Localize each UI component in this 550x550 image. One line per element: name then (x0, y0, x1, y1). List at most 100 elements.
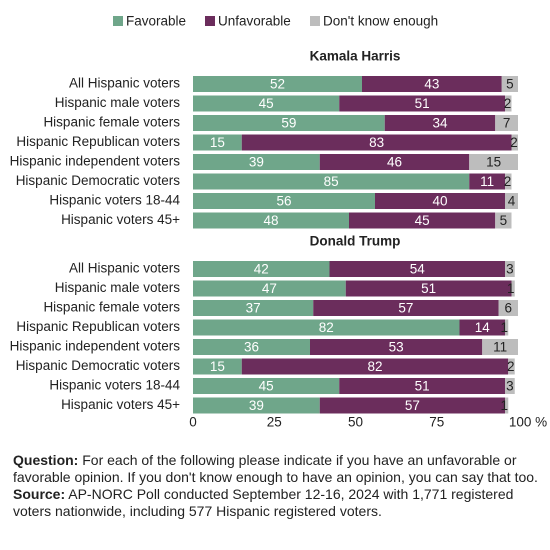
bar-segment (505, 95, 512, 112)
category-label: Hispanic male voters (55, 95, 181, 110)
value-label: 11 (493, 340, 507, 355)
value-label: 6 (504, 301, 512, 316)
bar-segment (339, 95, 505, 112)
category-label: Hispanic independent voters (10, 339, 181, 354)
bar-segment (193, 212, 349, 229)
bar-segment (193, 76, 362, 92)
question-label: Question: (13, 452, 79, 468)
category-label: Hispanic female voters (43, 300, 180, 315)
value-label: 4 (508, 194, 516, 209)
legend-swatch (205, 16, 215, 26)
notes: Question: For each of the following plea… (13, 452, 543, 520)
bar-segment (193, 193, 375, 209)
chart: Favorable Unfavorable Don't know enough Kam… (10, 14, 548, 430)
bar-segment (193, 358, 242, 375)
category-label: Hispanic voters 18-44 (49, 193, 180, 208)
value-label: 1 (500, 398, 508, 413)
value-label: 34 (432, 116, 448, 131)
question: For each of the following please indicat… (13, 452, 538, 485)
value-label: 7 (503, 116, 511, 131)
category-label: All Hispanic voters (69, 76, 180, 91)
value-label: 1 (500, 320, 508, 335)
legend-label: Favorable (126, 14, 186, 29)
legend-label: Unfavorable (218, 14, 291, 29)
x-tick-label: 0 (189, 415, 197, 430)
category-label: Hispanic independent voters (10, 154, 181, 169)
bar-segment (310, 339, 483, 355)
bar-segment (459, 319, 505, 336)
value-label: 57 (405, 398, 420, 413)
source: AP-NORC Poll conducted September 12-16, … (13, 486, 514, 519)
value-label: 5 (506, 77, 514, 92)
bar-segment (469, 173, 505, 190)
value-label: 15 (486, 155, 501, 170)
bar-segment (193, 154, 320, 170)
category-label: Hispanic Democratic voters (16, 358, 181, 373)
value-label: 46 (387, 155, 402, 170)
value-label: 2 (507, 359, 515, 374)
value-label: 1 (507, 281, 515, 296)
bar-segment (505, 261, 515, 277)
value-label: 43 (424, 77, 439, 92)
value-label: 2 (504, 96, 512, 111)
source-label: Source: (13, 486, 66, 502)
value-label: 42 (254, 262, 269, 277)
bar-segment (193, 319, 460, 336)
value-label: 83 (369, 135, 384, 150)
bar-segment (313, 300, 499, 316)
category-label: Hispanic voters 45+ (61, 397, 180, 412)
bar-segment (193, 397, 320, 414)
value-label: 45 (259, 379, 274, 394)
x-tick-label: 75 (429, 415, 444, 430)
bar-segment (349, 212, 496, 229)
legend-label: Don't know enough (323, 14, 438, 29)
value-label: 2 (510, 135, 518, 150)
value-label: 53 (389, 340, 404, 355)
value-label: 48 (263, 213, 278, 228)
bar-segment (505, 193, 518, 209)
bar-segment (505, 397, 509, 414)
x-tick-label: 50 (348, 415, 363, 430)
bar-segment (193, 378, 340, 394)
bar-segment (193, 261, 330, 277)
value-label: 51 (415, 96, 430, 111)
value-label: 15 (210, 359, 225, 374)
bar-segment (329, 261, 505, 277)
value-label: 56 (276, 194, 291, 209)
category-label: Hispanic Democratic voters (16, 173, 181, 188)
value-label: 2 (504, 174, 512, 189)
value-label: 45 (259, 96, 274, 111)
bar-segment (193, 134, 242, 151)
bar-segment (193, 115, 385, 131)
panel-title: Kamala Harris (310, 49, 401, 64)
value-label: 11 (480, 174, 494, 189)
bar-segment (511, 134, 518, 151)
value-label: 47 (262, 281, 277, 296)
value-label: 59 (281, 116, 296, 131)
value-label: 39 (249, 155, 264, 170)
value-label: 14 (475, 320, 491, 335)
value-label: 39 (249, 398, 264, 413)
bar-segment (339, 378, 505, 394)
value-label: 57 (398, 301, 413, 316)
value-label: 45 (415, 213, 430, 228)
bar-segment (319, 397, 505, 414)
x-tick-label: 25 (267, 415, 282, 430)
bar-segment (362, 76, 502, 92)
category-label: Hispanic Republican voters (16, 319, 180, 334)
x-tick-label: 100 % (509, 415, 547, 430)
category-label: Hispanic female voters (43, 115, 180, 130)
category-label: Hispanic voters 18-44 (49, 378, 180, 393)
bar-segment (193, 95, 340, 112)
value-label: 5 (500, 213, 508, 228)
value-label: 51 (421, 281, 436, 296)
bar-segment (505, 319, 509, 336)
value-label: 82 (367, 359, 382, 374)
panel-title: Donald Trump (310, 234, 401, 249)
bar-segment (495, 115, 518, 131)
bar-segment (193, 300, 314, 316)
bar-segment (241, 358, 509, 375)
bar-segment (469, 154, 518, 170)
bar-segment (508, 358, 515, 375)
